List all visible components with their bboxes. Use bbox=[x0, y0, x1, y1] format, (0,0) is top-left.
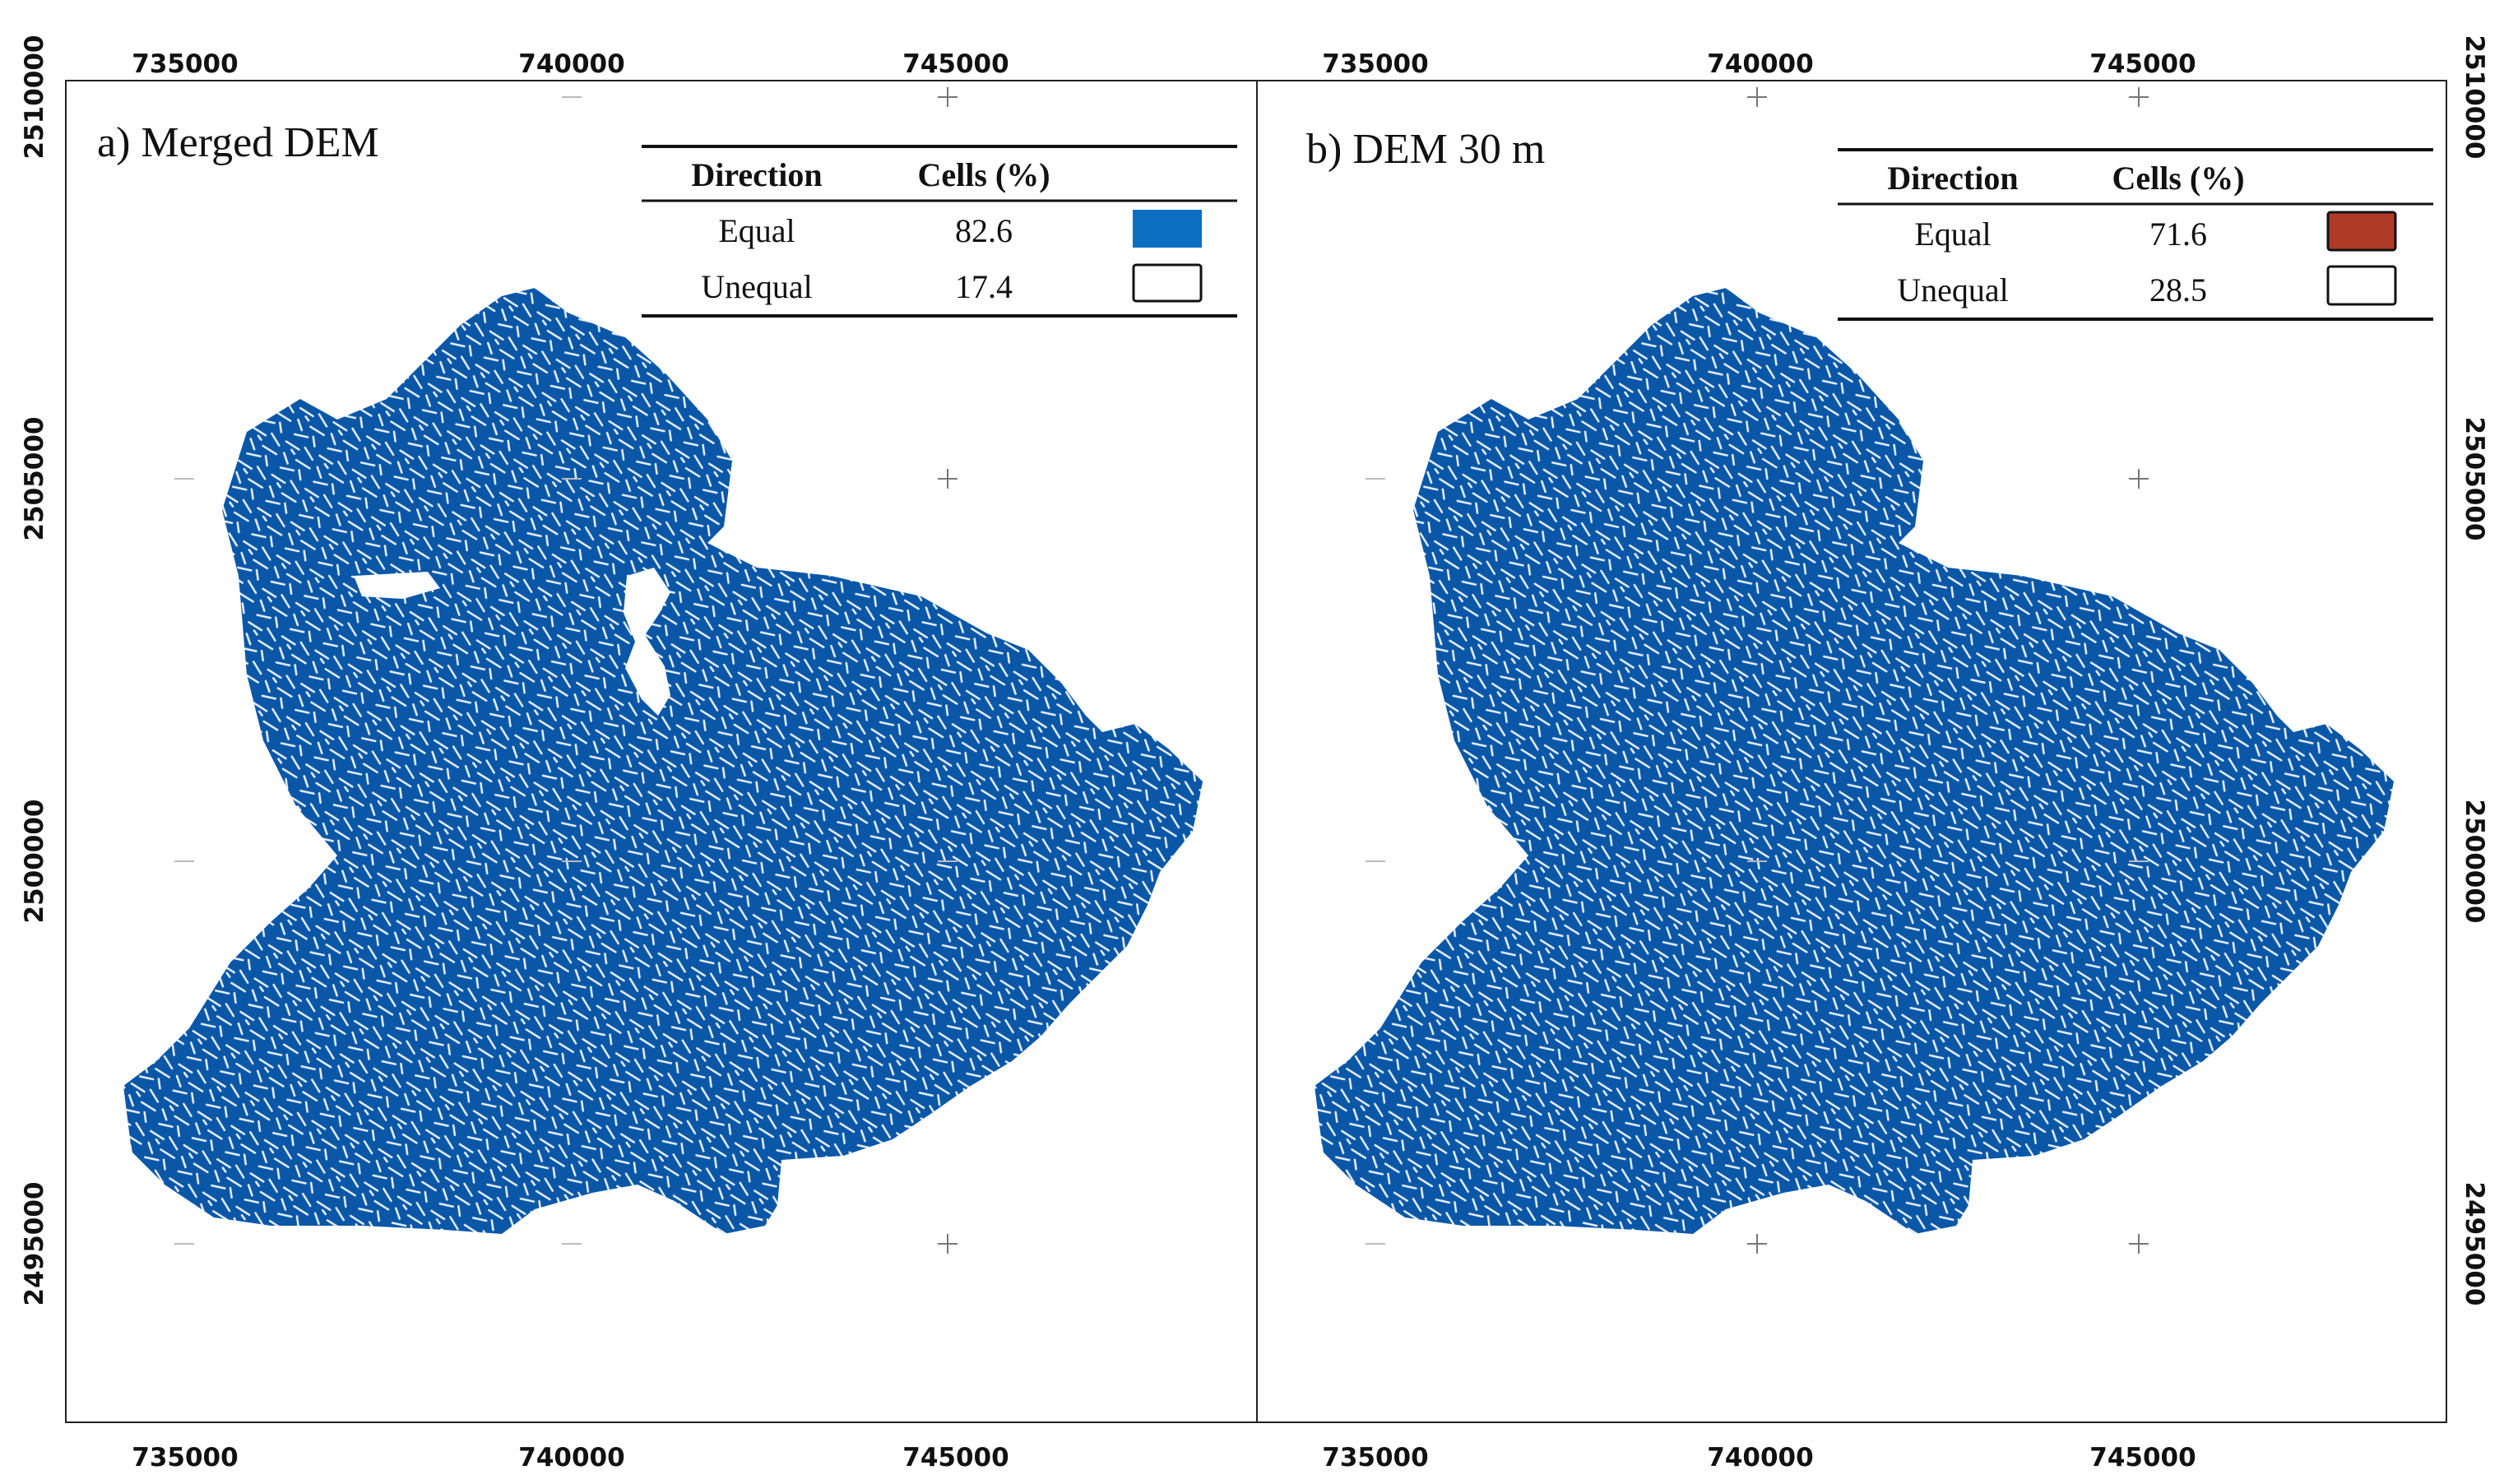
legend-row-direction: Unequal bbox=[1897, 271, 2009, 308]
swatch-white-icon bbox=[1132, 263, 1203, 303]
x-tick-label: 745000 bbox=[2089, 49, 2196, 79]
legend-row-direction: Equal bbox=[1914, 216, 1991, 253]
x-tick-label: 740000 bbox=[1707, 49, 1813, 79]
legend-row-cells: 71.6 bbox=[2149, 216, 2207, 253]
x-tick-label: 735000 bbox=[132, 49, 238, 79]
legend-header-direction: Direction bbox=[691, 156, 822, 193]
panel-b-legend: Direction Cells (%) Equal 71.6 Unequal 2… bbox=[1838, 148, 2433, 321]
panel-b-title: b) DEM 30 m bbox=[1306, 126, 1545, 173]
legend-row-direction: Equal bbox=[718, 212, 795, 249]
x-tick-label: 740000 bbox=[518, 49, 624, 79]
y-tick-label: 2505000 bbox=[2460, 417, 2489, 541]
legend-header-cells: Cells (%) bbox=[917, 156, 1050, 193]
y-tick-label: 2510000 bbox=[2460, 35, 2489, 160]
watershed-b-equal-cells bbox=[1315, 288, 2394, 1234]
y-tick-label: 2510000 bbox=[20, 35, 49, 160]
y-tick-label: 2495000 bbox=[2460, 1182, 2489, 1306]
y-tick-label: 2495000 bbox=[20, 1182, 49, 1306]
panel-a-legend: Direction Cells (%) Equal 82.6 Unequal 1… bbox=[642, 145, 1237, 318]
legend-row-cells: 82.6 bbox=[955, 212, 1013, 249]
swatch-blue-icon bbox=[1133, 210, 1202, 248]
y-tick-label: 2500000 bbox=[2460, 800, 2489, 924]
x-axis-labels: 735000 740000 745000 735000 740000 74500… bbox=[132, 49, 2196, 1472]
legend-row-cells: 28.5 bbox=[2149, 271, 2207, 308]
legend-row-direction: Unequal bbox=[701, 268, 813, 305]
swatch-white-icon bbox=[2326, 265, 2397, 306]
x-tick-label: 735000 bbox=[1322, 1443, 1428, 1472]
x-tick-label: 740000 bbox=[518, 1443, 624, 1472]
legend-row-cells: 17.4 bbox=[955, 268, 1013, 305]
y-tick-label: 2505000 bbox=[20, 417, 49, 541]
x-tick-label: 745000 bbox=[2089, 1443, 2196, 1472]
lake-gap bbox=[624, 568, 670, 716]
x-tick-label: 735000 bbox=[132, 1443, 238, 1472]
lake-gap bbox=[354, 572, 440, 599]
x-tick-label: 745000 bbox=[902, 49, 1009, 79]
legend-header-direction: Direction bbox=[1887, 160, 2018, 197]
swatch-red-icon bbox=[2326, 211, 2397, 252]
x-tick-label: 745000 bbox=[902, 1443, 1009, 1472]
x-tick-label: 735000 bbox=[1322, 49, 1428, 79]
watershed-a-equal-cells bbox=[123, 288, 1203, 1234]
legend-header-cells: Cells (%) bbox=[2112, 160, 2244, 197]
graticule bbox=[174, 87, 2149, 1254]
y-tick-label: 2500000 bbox=[20, 800, 49, 924]
x-tick-label: 740000 bbox=[1707, 1443, 1813, 1472]
y-axis-labels: 2510000 2505000 2500000 2495000 2510000 … bbox=[20, 35, 2489, 1306]
panel-b-map bbox=[1315, 288, 2394, 1234]
panel-a-map bbox=[123, 288, 1203, 1234]
panel-a-title: a) Merged DEM bbox=[97, 119, 379, 166]
